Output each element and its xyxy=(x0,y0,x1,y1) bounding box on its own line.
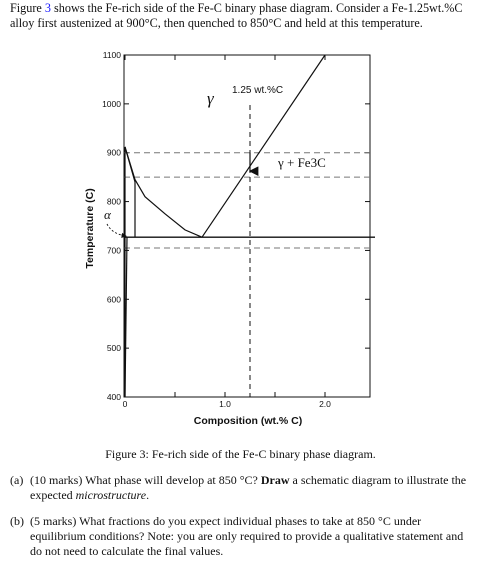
gamma-label: γ xyxy=(207,89,215,108)
acm-boundary xyxy=(201,54,326,238)
alpha-label: α xyxy=(104,207,112,222)
y-tick-label: 1000 xyxy=(102,99,121,109)
composition-annotation: 1.25 wt.%C xyxy=(232,85,283,96)
y-axis-label: Temperature (C) xyxy=(84,188,96,268)
y-tick-label: 600 xyxy=(107,294,121,304)
figure-reference-link[interactable]: 3 xyxy=(44,1,51,15)
question-a-italic: microstructure xyxy=(75,488,147,502)
question-a-part-3: . xyxy=(146,488,150,502)
x-tick-label: 1.0 xyxy=(219,399,231,409)
gamma-fe3c-label: γ + Fe3C xyxy=(277,155,326,170)
intro-text-1: Figure xyxy=(10,1,45,15)
a3-boundary xyxy=(124,146,203,238)
x-tick-label: 2.0 xyxy=(319,399,331,409)
question-b-text: (5 marks) What fractions do you expect i… xyxy=(30,514,464,558)
x-tick-label: 0 xyxy=(123,399,128,409)
question-a-text: (10 marks) What phase will develop at 85… xyxy=(10,473,472,503)
y-tick-label: 900 xyxy=(107,148,121,158)
alpha-gamma-boundary xyxy=(124,146,136,238)
plot-frame xyxy=(123,54,371,398)
intro-text-2: shows the Fe-rich side of the Fe-C binar… xyxy=(10,1,463,30)
y-tick-label: 700 xyxy=(107,245,121,255)
y-tick-label: 800 xyxy=(107,197,121,207)
intro-paragraph: Figure 3 shows the Fe-rich side of the F… xyxy=(10,1,472,31)
question-b: (b) (5 marks) What fractions do you expe… xyxy=(10,514,472,559)
question-b-label: (b) xyxy=(10,514,24,528)
y-tick-label: 1100 xyxy=(103,50,122,60)
alpha-pointer-arrow xyxy=(106,223,127,239)
y-tick-label: 400 xyxy=(107,392,121,402)
question-a-bold: Draw xyxy=(260,473,290,487)
phase-boundaries xyxy=(124,54,375,398)
diagram-labels: γ 1.25 wt.%C γ + Fe3C α xyxy=(104,85,326,239)
question-a-label: (a) xyxy=(10,473,24,487)
y-tick-label: 500 xyxy=(107,343,121,353)
question-a: (a) (10 marks) What phase will develop a… xyxy=(10,473,472,503)
question-a-part-2: a schematic diagram to illustrate the ex… xyxy=(30,473,467,502)
question-a-part-1: (10 marks) What phase will develop at 85… xyxy=(30,473,261,487)
x-axis-label: Composition (wt.% C) xyxy=(194,415,303,427)
figure-caption: Figure 3: Fe-rich side of the Fe-C binar… xyxy=(105,447,376,461)
reference-lines xyxy=(124,105,370,397)
